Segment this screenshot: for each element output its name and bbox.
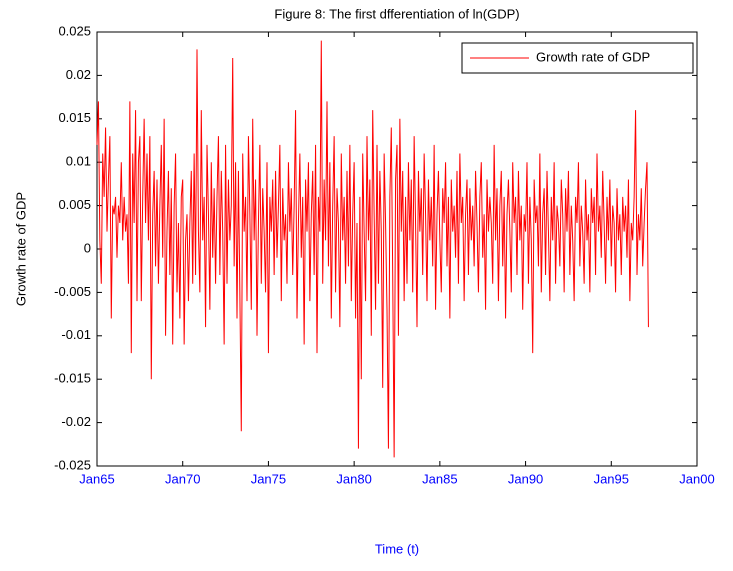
y-axis-label: Growth rate of GDP — [13, 192, 28, 306]
chart-title: Figure 8: The first dfferentiation of ln… — [274, 6, 519, 21]
y-tick-label: -0.015 — [54, 371, 91, 386]
x-tick-label: Jan95 — [594, 471, 629, 486]
x-tick-label: Jan70 — [165, 471, 200, 486]
x-tick-label: Jan90 — [508, 471, 543, 486]
y-tick-label: 0.01 — [66, 154, 91, 169]
x-tick-label: Jan80 — [336, 471, 371, 486]
x-tick-label: Jan85 — [422, 471, 457, 486]
y-tick-label: -0.01 — [61, 327, 91, 342]
y-tick-label: 0.02 — [66, 67, 91, 82]
y-tick-label: 0 — [84, 240, 91, 255]
y-tick-label: 0.025 — [58, 23, 91, 38]
y-tick-label: -0.005 — [54, 284, 91, 299]
y-tick-label: 0.005 — [58, 197, 91, 212]
y-tick-label: -0.02 — [61, 414, 91, 429]
y-tick-label: -0.025 — [54, 457, 91, 472]
x-tick-label: Jan75 — [251, 471, 286, 486]
data-line — [96, 40, 649, 458]
legend-label: Growth rate of GDP — [536, 49, 650, 64]
y-tick-label: 0.015 — [58, 110, 91, 125]
x-tick-label: Jan65 — [79, 471, 114, 486]
x-axis-label: Time (t) — [375, 541, 419, 556]
x-tick-label: Jan00 — [679, 471, 714, 486]
